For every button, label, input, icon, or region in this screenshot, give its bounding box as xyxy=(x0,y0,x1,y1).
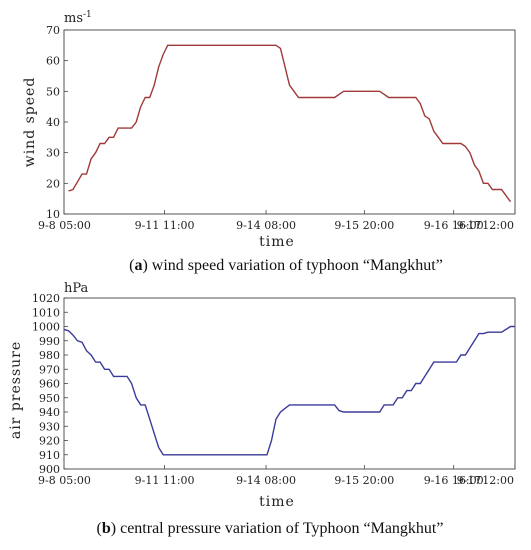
panel-b-y-tick-label: 930 xyxy=(39,420,60,433)
panel-a-y-ticks: 10 20 30 40 50 60 70 xyxy=(46,24,68,221)
panel-a-y-tick-label: 30 xyxy=(46,147,60,160)
panel-b-x-axis-label: time xyxy=(259,494,295,510)
panel-b-x-tick-label: 9-11 11:00 xyxy=(135,474,195,487)
panel-b-y-tick-label: 990 xyxy=(39,335,60,348)
panel-a-x-ticks: 9-8 05:00 9-11 11:00 9-14 08:00 9-15 20:00 9… xyxy=(38,210,516,232)
panel-a-plot-frame xyxy=(63,29,516,215)
panel-b-caption: (b) central pressure variation of Typhoo… xyxy=(97,520,444,537)
panel-a-wind-speed-line xyxy=(68,44,512,203)
panel-b-y-tick-label: 960 xyxy=(39,378,60,391)
panel-b-y-tick-label: 970 xyxy=(39,363,60,376)
panel-b-y-tick-label: 980 xyxy=(39,349,60,362)
panel-b-x-ticks: 9-8 05:00 9-11 11:00 9-14 08:00 9-15 20:00 9… xyxy=(38,465,516,487)
panel-a-y-tick-label: 20 xyxy=(46,177,60,190)
panel-b-x-tick-label: 9-15 20:00 xyxy=(334,474,394,487)
panel-a-y-tick-label: 50 xyxy=(46,85,60,98)
panel-a-y-axis-label: wind speed xyxy=(22,77,38,168)
panel-a-x-axis-label: time xyxy=(259,234,295,250)
panel-b-y-tick-label: 1000 xyxy=(32,321,60,334)
panel-b-x-tick-label-end: 12:00 xyxy=(482,474,514,487)
panel-a-x-tick-label: 9-14 08:00 xyxy=(236,219,296,232)
panel-b-y-tick-label: 950 xyxy=(39,392,60,405)
panel-a-x-tick-label-end: 12:00 xyxy=(482,219,514,232)
panel-b-x-tick-label: 9-8 05:00 xyxy=(38,474,91,487)
panel-b-y-tick-label: 910 xyxy=(39,449,60,462)
panel-b-y-tick-label: 1010 xyxy=(32,306,60,319)
panel-a-x-tick-label: 9-11 11:00 xyxy=(135,219,195,232)
panel-b-y-tick-label: 940 xyxy=(39,406,60,419)
panel-b-y-tick-label: 920 xyxy=(39,435,60,448)
panel-a-x-tick-label: 9-16 16:00 xyxy=(424,219,484,232)
panel-a-caption: (a) wind speed variation of typhoon “Man… xyxy=(129,257,443,274)
panel-b-x-tick-label: 9-14 08:00 xyxy=(236,474,296,487)
panel-a-y-tick-label: 40 xyxy=(46,116,60,129)
panel-a-x-tick-label: 9-8 05:00 xyxy=(38,219,91,232)
panel-b-air-pressure-line xyxy=(63,325,515,456)
panel-b-y-tick-label: 900 xyxy=(39,463,60,476)
panel-b-x-tick-label: 9-17 xyxy=(457,474,482,487)
panel-b-x-tick-label: 9-16 16:00 xyxy=(424,474,484,487)
panel-b-y-axis-label: air pressure xyxy=(8,341,24,439)
panel-a-y-tick-label: 70 xyxy=(46,24,60,37)
panel-b-y-unit: hPa xyxy=(64,281,89,296)
panel-a-x-tick-label: 9-17 xyxy=(457,219,482,232)
panel-a-y-unit: ms-1 xyxy=(64,10,92,26)
panel-b-y-tick-label: 1020 xyxy=(32,292,60,305)
panel-a-x-tick-label: 9-15 20:00 xyxy=(334,219,394,232)
panel-a-y-tick-label: 60 xyxy=(46,55,60,68)
panel-a-y-tick-label: 10 xyxy=(46,208,60,221)
